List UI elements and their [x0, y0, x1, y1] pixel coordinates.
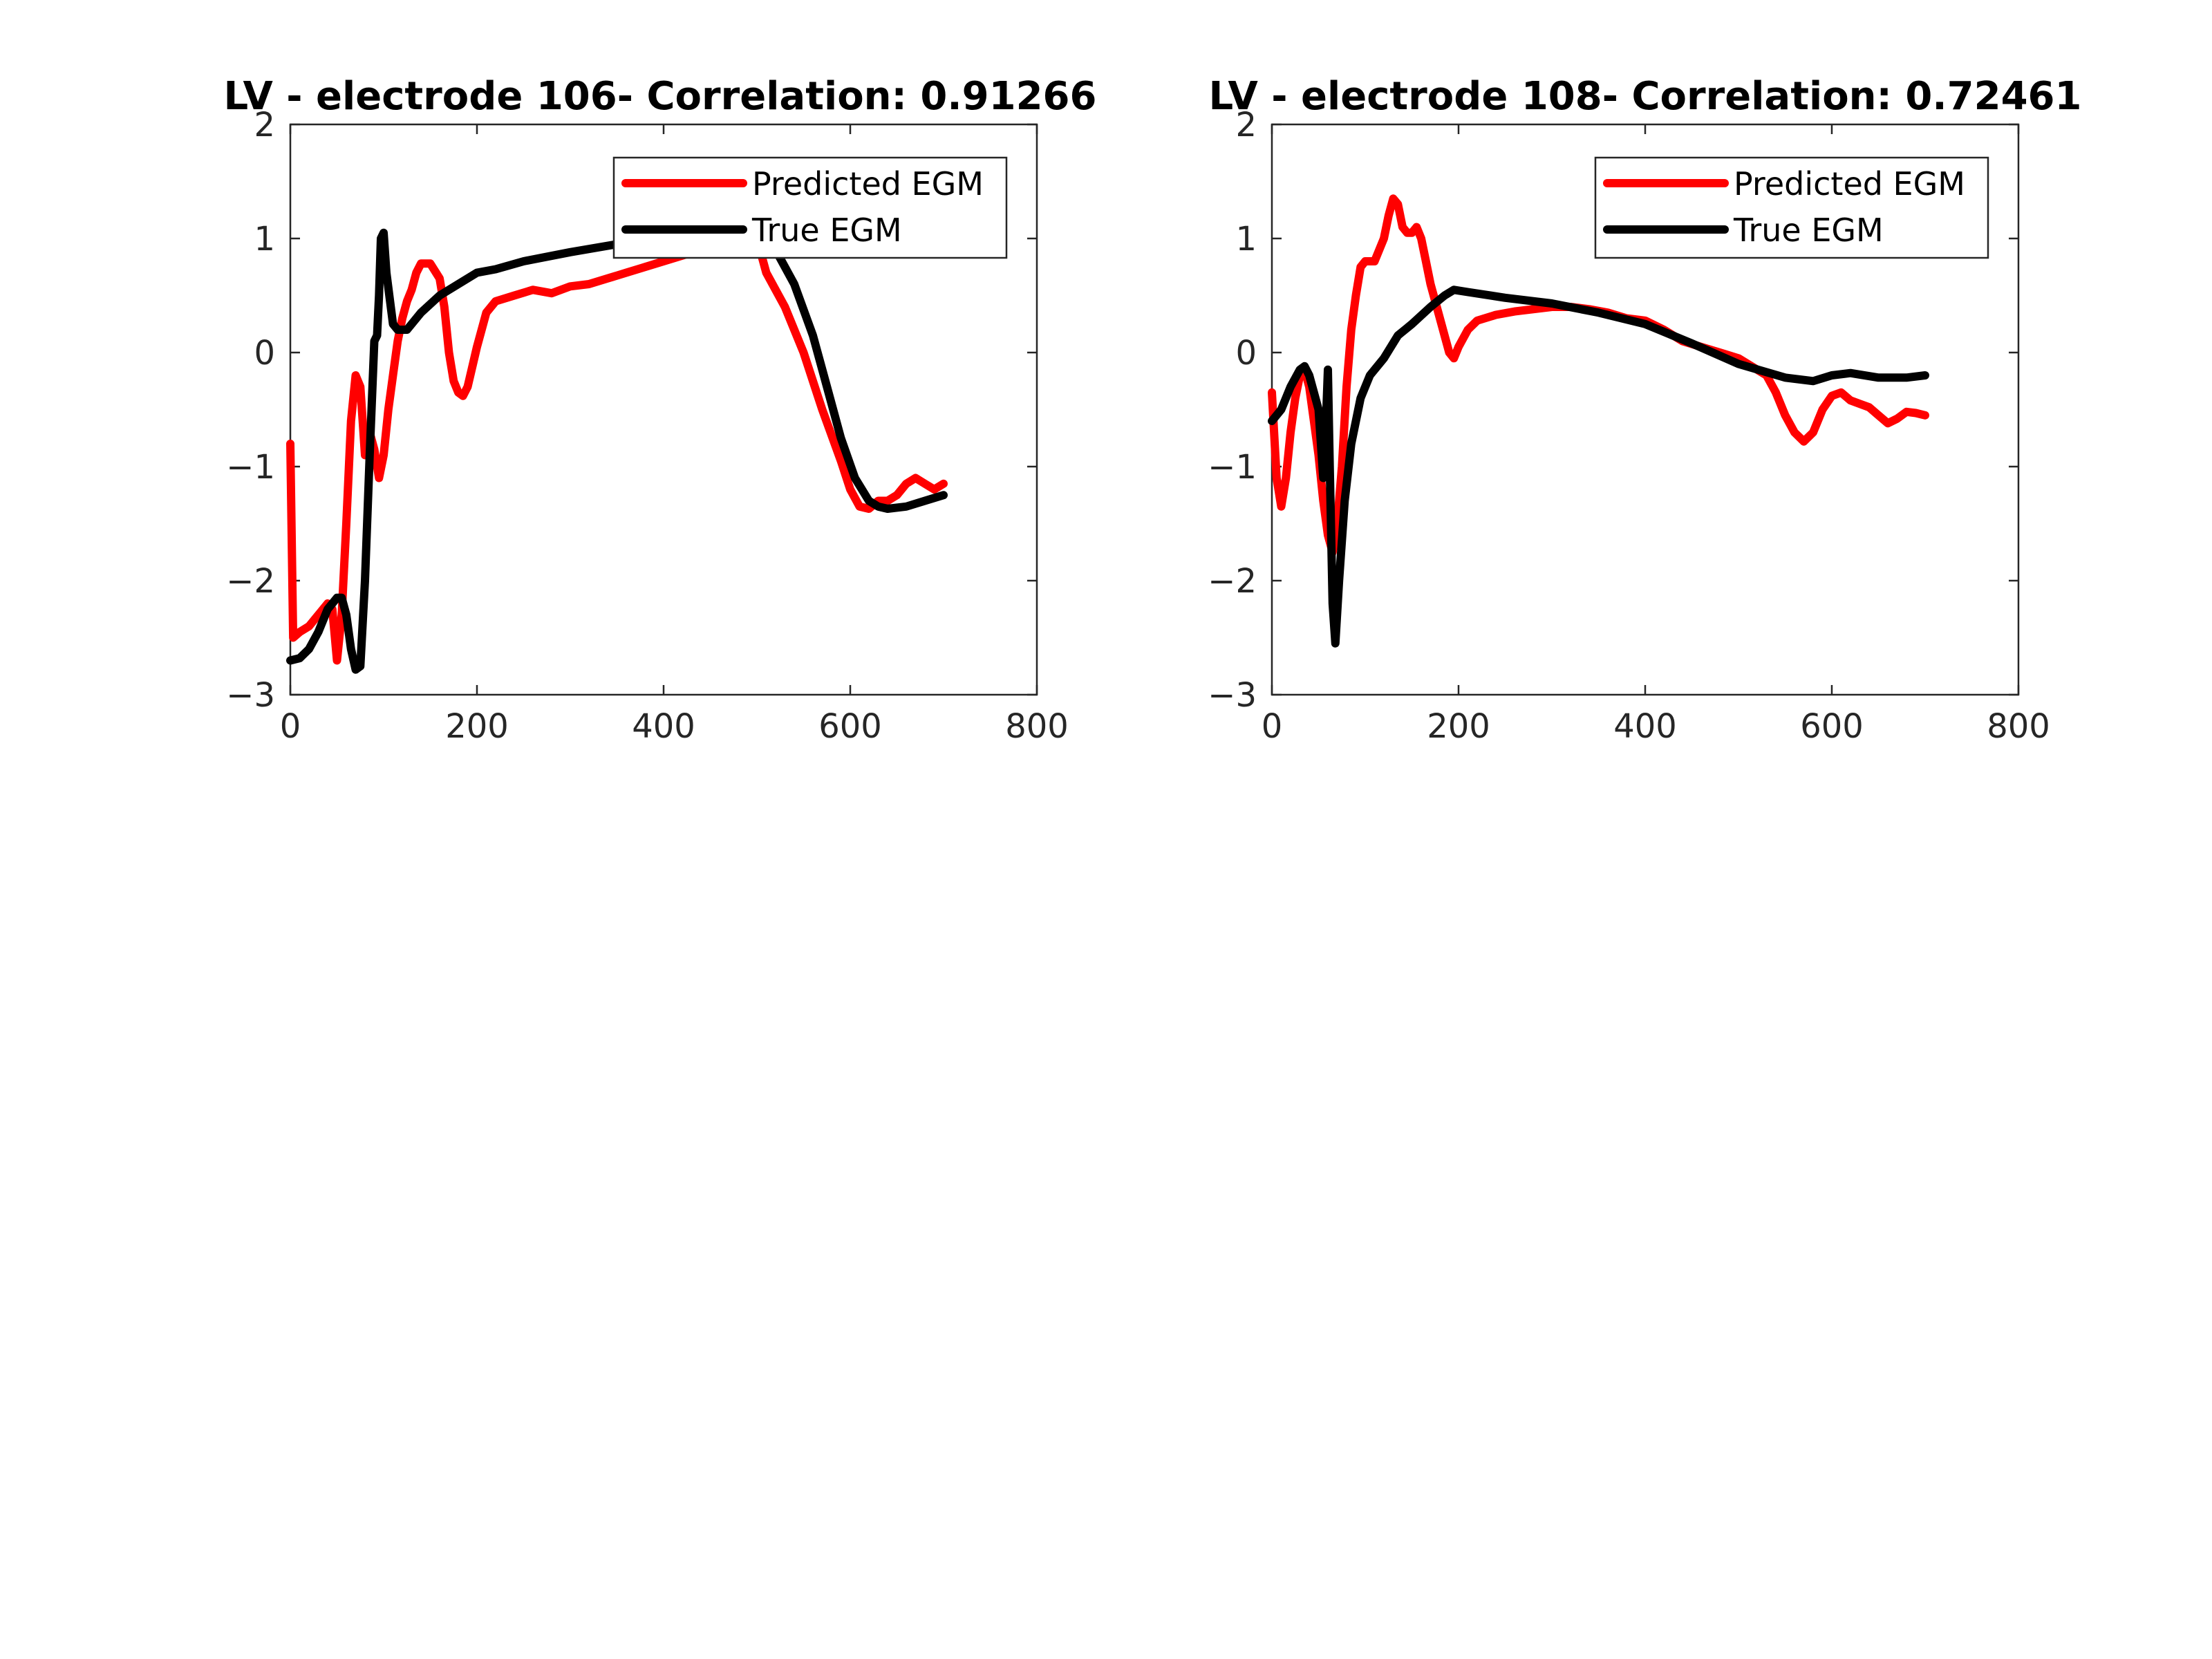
x-tick-label: 0 [1262, 707, 1283, 746]
x-tick-label: 400 [632, 707, 695, 746]
x-tick-label: 400 [1613, 707, 1677, 746]
x-tick-label: 600 [818, 707, 882, 746]
true-egm-line [286, 228, 948, 674]
chart-1-legend-label-true: True EGM [751, 212, 902, 249]
y-tick-label: −1 [226, 448, 275, 487]
y-tick-label: 1 [254, 220, 275, 259]
chart-1-y-ticks: −3 −2 −1 0 1 2 [226, 106, 1037, 715]
subplot-2: LV - electrode 108- Correlation: 0.72461… [1208, 74, 2081, 746]
chart-2-legend-label-predicted: Predicted EGM [1734, 165, 1965, 203]
chart-1-title: LV - electrode 106- Correlation: 0.91266 [224, 74, 1097, 119]
y-tick-label: −2 [1208, 562, 1257, 601]
chart-1-plot-area [286, 223, 948, 674]
x-tick-label: 800 [1987, 707, 2050, 746]
y-tick-label: −3 [226, 676, 275, 715]
y-tick-label: 0 [254, 334, 275, 373]
predicted-egm-line [286, 223, 948, 665]
x-tick-label: 200 [445, 707, 509, 746]
chart-2-x-ticks: 0 200 400 600 800 [1262, 124, 2050, 746]
x-tick-label: 200 [1427, 707, 1490, 746]
y-tick-label: 0 [1235, 334, 1257, 373]
y-tick-label: 2 [254, 106, 275, 144]
y-tick-label: 2 [1235, 106, 1257, 144]
chart-1-legend-label-predicted: Predicted EGM [752, 165, 984, 203]
chart-1-legend: Predicted EGM True EGM [612, 156, 1008, 259]
chart-2-title: LV - electrode 108- Correlation: 0.72461 [1209, 74, 2082, 119]
x-tick-label: 600 [1800, 707, 1864, 746]
y-tick-label: −3 [1208, 676, 1257, 715]
chart-2-legend-box [1594, 156, 1989, 259]
y-tick-label: 1 [1235, 220, 1257, 259]
chart-2-y-ticks: −3 −2 −1 0 1 2 [1208, 106, 2018, 715]
chart-1-legend-box [612, 156, 1008, 259]
chart-2-legend-label-true: True EGM [1733, 212, 1884, 249]
true-egm-line [1268, 285, 1929, 648]
y-tick-label: −2 [226, 562, 275, 601]
x-tick-label: 800 [1005, 707, 1069, 746]
chart-1-x-ticks: 0 200 400 600 800 [280, 124, 1069, 746]
subplot-1: LV - electrode 106- Correlation: 0.91266… [224, 74, 1097, 746]
x-tick-label: 0 [280, 707, 301, 746]
y-tick-label: −1 [1208, 448, 1257, 487]
chart-2-plot-area [1268, 194, 1929, 648]
chart-2-legend: Predicted EGM True EGM [1594, 156, 1989, 259]
